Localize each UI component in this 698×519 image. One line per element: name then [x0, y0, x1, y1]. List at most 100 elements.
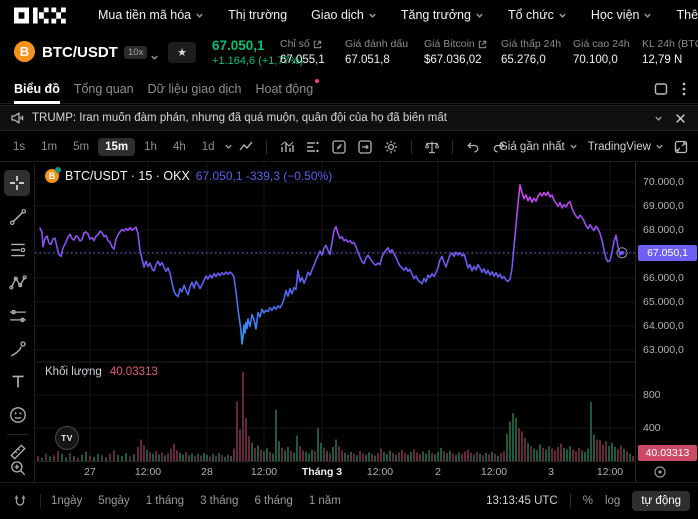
nav-item-trade[interactable]: Giao dịch	[311, 8, 377, 22]
pair-selector-chevron[interactable]	[150, 49, 159, 67]
toolbar-right: Giá gần nhất TradingView	[499, 140, 688, 154]
timeframe-15m[interactable]: 15m	[98, 137, 136, 156]
pair-symbol[interactable]: BTC/USDT	[42, 44, 118, 61]
position-tool-icon[interactable]	[8, 306, 28, 326]
percent-scale-button[interactable]: %	[582, 495, 593, 507]
vendor-dropdown[interactable]: TradingView	[588, 141, 664, 153]
stat-mark-price: Giá đánh dấu 67.051,8	[345, 38, 408, 66]
tab-activity[interactable]: Hoạt động	[255, 74, 320, 104]
nav-item-more[interactable]: Thêm	[676, 8, 698, 22]
timeframe-1s[interactable]: 1s	[13, 140, 26, 153]
stat-24h-volume: KL 24h (BTC) 12,79 N	[642, 38, 698, 66]
vendor-label: TradingView	[587, 140, 651, 153]
trend-line-tool-icon[interactable]	[8, 207, 28, 227]
chevron-down-icon	[476, 13, 483, 18]
stat-value: 12,79 N	[642, 54, 683, 66]
brush-tool-icon[interactable]	[8, 339, 28, 359]
chart-plot-area[interactable]: B BTC/USDT · 15 · OKX 67.050,1 -339,3 (−…	[35, 162, 635, 482]
toolbar-separator	[265, 139, 267, 154]
stat-label-link[interactable]: Chỉ số	[280, 38, 325, 50]
price-chart[interactable]	[35, 162, 635, 482]
fullscreen-icon[interactable]	[674, 140, 688, 154]
chart-style-line-icon[interactable]	[238, 139, 254, 155]
btc-coin-icon: B	[14, 41, 35, 62]
range-3month[interactable]: 3 tháng	[200, 495, 239, 507]
fib-retracement-tool-icon[interactable]	[8, 240, 28, 260]
indicators-icon[interactable]	[305, 139, 321, 155]
price-axis-label: 66.000,0	[643, 272, 684, 284]
range-5day[interactable]: 5ngày	[98, 495, 130, 507]
nav-item-grow[interactable]: Tăng trưởng	[401, 8, 484, 22]
nav-item-institutions[interactable]: Tổ chức	[508, 8, 567, 22]
nav-item-buy-crypto[interactable]: Mua tiền mã hóa	[98, 8, 204, 22]
news-headline[interactable]: TRUMP: Iran muốn đàm phán, nhưng đã quá …	[32, 112, 447, 124]
range-6month[interactable]: 6 tháng	[254, 495, 293, 507]
stat-value: $67.036,02	[424, 54, 482, 66]
text-tool-icon[interactable]	[8, 372, 28, 392]
close-icon[interactable]	[675, 113, 686, 124]
tab-overview[interactable]: Tổng quan	[74, 74, 134, 104]
stat-label: Giá cao 24h	[573, 38, 630, 50]
btc-mini-icon: B	[45, 167, 61, 183]
kebab-menu-icon[interactable]	[682, 82, 686, 96]
nav-item-academy[interactable]: Học viện	[591, 8, 653, 22]
tab-trading-data[interactable]: Dữ liệu giao dịch	[148, 74, 242, 104]
timeframe-4h[interactable]: 4h	[172, 140, 186, 153]
log-scale-button[interactable]: log	[604, 495, 621, 507]
tradingview-logo[interactable]: TV	[55, 426, 79, 450]
nav-label: Thêm	[676, 8, 698, 22]
timeframe-1d[interactable]: 1d	[201, 140, 215, 153]
emoji-tool-icon[interactable]	[8, 405, 28, 425]
ruler-tool-icon[interactable]	[8, 442, 28, 462]
favorite-button[interactable]: ★	[168, 42, 196, 63]
stat-label: Giá đánh dấu	[345, 38, 409, 50]
time-axis-label: 3	[548, 466, 554, 478]
chart-toolbar: 1s 1m 5m 15m 1h 4h 1d Giá gần nhất Tradi…	[0, 132, 698, 162]
price-axis-label: 69.000,0	[643, 200, 684, 212]
chevron-down-icon	[196, 13, 203, 18]
stat-value: 65.276,0	[501, 54, 546, 66]
clock-utc[interactable]: 13:13:45 UTC	[486, 495, 558, 507]
timeframe-1h[interactable]: 1h	[144, 140, 157, 153]
nav-label: Giao dịch	[311, 8, 364, 22]
stat-label-link[interactable]: Giá Bitcoin	[424, 38, 487, 50]
zoom-in-tool-icon[interactable]	[8, 458, 28, 478]
redo-icon[interactable]	[491, 139, 507, 155]
range-1month[interactable]: 1 tháng	[145, 495, 185, 507]
stat-label: Giá Bitcoin	[424, 38, 475, 50]
alerts-icon[interactable]	[357, 139, 373, 155]
range-1day[interactable]: 1ngày	[51, 495, 83, 507]
magnet-icon[interactable]	[12, 493, 28, 509]
timeframe-5m[interactable]: 5m	[73, 140, 90, 153]
undo-icon[interactable]	[465, 139, 481, 155]
leverage-badge: 10x	[124, 46, 148, 59]
range-1year[interactable]: 1 năm	[308, 495, 341, 507]
time-axis[interactable]: 27 12:00 28 12:00 Tháng 3 12:00 2 12:00 3 12:00	[35, 462, 635, 482]
stat-label: Chỉ số	[280, 38, 310, 50]
settings-gear-icon[interactable]	[383, 139, 399, 155]
chevron-down-icon[interactable]	[654, 114, 663, 123]
nav-label: Học viện	[590, 8, 640, 22]
scroll-to-now-icon[interactable]	[653, 465, 667, 479]
tab-label: Hoạt động	[255, 81, 314, 96]
pattern-tool-icon[interactable]	[8, 273, 28, 293]
crosshair-tool-icon[interactable]	[4, 170, 30, 196]
okx-logo[interactable]	[14, 7, 66, 24]
price-mode-dropdown[interactable]: Giá gần nhất	[499, 141, 578, 153]
compare-scale-icon[interactable]	[424, 139, 440, 155]
view-tabs: Biểu đồ Tổng quan Dữ liệu giao dịch Hoạt…	[0, 74, 698, 104]
indicator-templates-icon[interactable]	[331, 139, 347, 155]
tab-chart[interactable]: Biểu đồ	[14, 74, 60, 104]
panel-layout-icon[interactable]	[654, 82, 668, 96]
legend-symbol: BTC/USDT · 15 · OKX	[65, 169, 190, 183]
nav-label: Thị trường	[228, 8, 288, 22]
price-mode-label: Giá gần nhất	[498, 140, 565, 153]
price-axis-label: 64.000,0	[643, 320, 684, 332]
price-axis[interactable]: 67.050,1 40.03313 70.000,0 69.000,0 68.000…	[635, 162, 698, 482]
timeframe-more-chevron[interactable]	[224, 142, 233, 151]
timeframe-1m[interactable]: 1m	[41, 140, 58, 153]
auto-scale-button[interactable]: tự động	[632, 491, 690, 511]
chevron-down-icon	[151, 55, 158, 60]
chart-type-icon[interactable]	[279, 139, 295, 155]
nav-item-markets[interactable]: Thị trường	[228, 8, 287, 22]
